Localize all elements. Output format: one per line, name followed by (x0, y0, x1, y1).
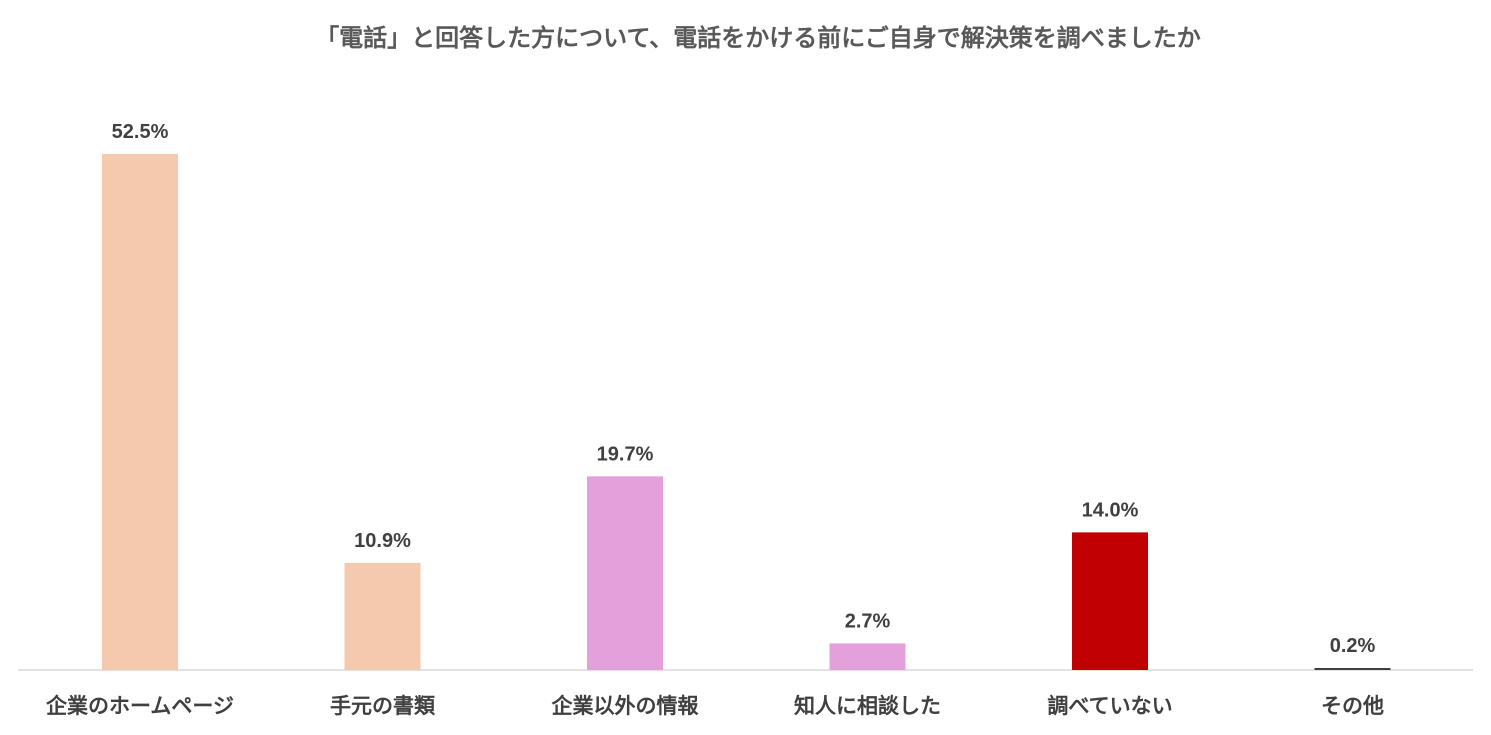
chart-title: 「電話」と回答した方について、電話をかける前にご自身で解決策を調べましたか (315, 24, 1201, 52)
value-label-2: 10.9% (354, 530, 411, 552)
value-label-1: 52.5% (112, 121, 169, 143)
bar-4 (829, 643, 906, 670)
category-label-6: その他 (1321, 694, 1384, 718)
bar-5 (1072, 532, 1148, 670)
category-label-3: 企業以外の情報 (551, 694, 700, 718)
value-label-6: 0.2% (1330, 635, 1376, 657)
category-label-5: 調べていない (1047, 694, 1172, 718)
category-label-1: 企業のホームページ (45, 694, 234, 718)
bar-6 (1314, 668, 1391, 670)
value-label-5: 14.0% (1082, 499, 1139, 521)
bar-2 (344, 562, 421, 670)
value-label-4: 2.7% (845, 610, 891, 632)
value-label-3: 19.7% (597, 443, 654, 465)
bar-1 (102, 153, 178, 671)
category-label-4: 知人に相談した (794, 694, 941, 718)
bar-3 (587, 476, 663, 670)
category-label-2: 手元の書類 (330, 694, 436, 718)
